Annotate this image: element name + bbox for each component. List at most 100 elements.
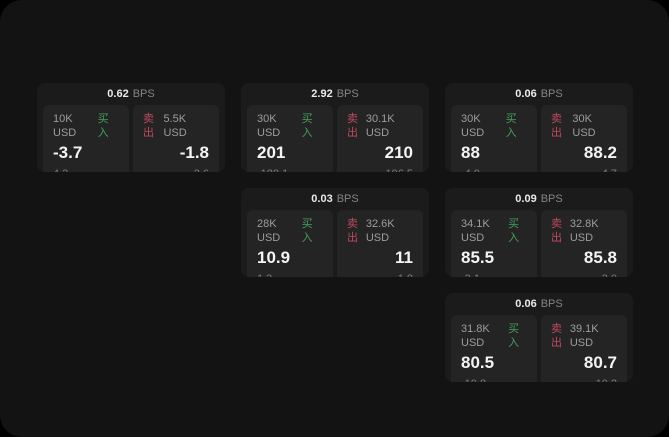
sell-notional: 32.8K USD [569, 218, 599, 244]
buy-delta: -188.1 [257, 168, 323, 172]
bps-value: 2.92 [311, 88, 333, 100]
buy-panel[interactable]: 30K USD 买入 201 -188.1 [247, 105, 333, 172]
buy-panel[interactable]: 28K USD 买入 10.9 1.3 [247, 210, 333, 277]
buy-price: 10.9 [257, 248, 291, 267]
buy-notional: 30K USD [257, 113, 281, 139]
buy-panel[interactable]: 34.1K USD 买入 85.5 -3.1 [451, 210, 537, 277]
bps-unit: BPS [540, 193, 563, 205]
quote-panels: 10K USD 买入 -3.7 4.3 卖出 5.5K USD -1.8 -2.… [37, 105, 225, 172]
sell-price: 11 [395, 248, 413, 267]
card-header: 0.09 BPS [445, 188, 633, 210]
buy-delta: 1.3 [257, 273, 323, 277]
sell-delta: 3.0 [551, 273, 617, 277]
buy-price: 201 [257, 143, 286, 162]
sell-panel-top: 卖出 30K USD [551, 112, 617, 140]
buy-price: 80.5 [461, 353, 495, 372]
sell-delta: 4.7 [551, 168, 617, 172]
buy-price: 85.5 [461, 248, 495, 267]
sell-delta: -1.8 [347, 273, 413, 277]
quote-card: 0.06 BPS 31.8K USD 买入 80.5 -10.8 卖出 39.1… [445, 293, 633, 382]
buy-panel-top: 28K USD 买入 [257, 217, 323, 245]
buy-panel-top: 31.8K USD 买入 [461, 322, 527, 350]
buy-label: 买入 [508, 323, 520, 349]
sell-price: 210 [384, 143, 413, 162]
buy-label: 买入 [301, 218, 313, 244]
sell-label: 卖出 [143, 113, 154, 139]
buy-panel[interactable]: 31.8K USD 买入 80.5 -10.8 [451, 315, 537, 382]
buy-panel[interactable]: 30K USD 买入 88 -4.9 [451, 105, 537, 172]
quote-card: 0.09 BPS 34.1K USD 买入 85.5 -3.1 卖出 32.8K… [445, 188, 633, 277]
buy-notional: 31.8K USD [461, 323, 490, 349]
sell-label: 卖出 [347, 113, 358, 139]
buy-notional: 28K USD [257, 218, 281, 244]
sell-notional: 39.1K USD [569, 323, 599, 349]
sell-panel[interactable]: 卖出 5.5K USD -1.8 -2.6 [133, 105, 219, 172]
sell-panel[interactable]: 卖出 32.6K USD 11 -1.8 [337, 210, 423, 277]
quote-card: 0.06 BPS 30K USD 买入 88 -4.9 卖出 30K USD 8… [445, 83, 633, 172]
buy-delta: 4.3 [53, 168, 119, 172]
sell-price: 85.8 [583, 248, 617, 267]
quote-panels: 34.1K USD 买入 85.5 -3.1 卖出 32.8K USD 85.8… [445, 210, 633, 277]
buy-label: 买入 [301, 113, 313, 139]
sell-price: -1.8 [179, 143, 209, 162]
sell-panel[interactable]: 卖出 30K USD 88.2 4.7 [541, 105, 627, 172]
sell-delta: 10.2 [551, 378, 617, 382]
buy-notional: 10K USD [53, 113, 77, 139]
card-header: 0.03 BPS [241, 188, 429, 210]
sell-notional: 30.1K USD [365, 113, 395, 139]
bps-unit: BPS [336, 193, 359, 205]
sell-panel-top: 卖出 32.8K USD [551, 217, 617, 245]
buy-panel[interactable]: 10K USD 买入 -3.7 4.3 [43, 105, 129, 172]
buy-delta: -10.8 [461, 378, 527, 382]
sell-label: 卖出 [347, 218, 358, 244]
card-header: 0.06 BPS [445, 83, 633, 105]
bps-unit: BPS [132, 88, 155, 100]
buy-label: 买入 [505, 113, 517, 139]
sell-panel-top: 卖出 30.1K USD [347, 112, 413, 140]
sell-panel[interactable]: 卖出 39.1K USD 80.7 10.2 [541, 315, 627, 382]
quote-card: 0.62 BPS 10K USD 买入 -3.7 4.3 卖出 5.5K USD… [37, 83, 225, 172]
card-header: 2.92 BPS [241, 83, 429, 105]
buy-label: 买入 [508, 218, 520, 244]
sell-panel-top: 卖出 32.6K USD [347, 217, 413, 245]
bps-value: 0.03 [311, 193, 333, 205]
bps-value: 0.09 [515, 193, 537, 205]
sell-label: 卖出 [551, 218, 562, 244]
sell-price: 80.7 [583, 353, 617, 372]
quote-panels: 28K USD 买入 10.9 1.3 卖出 32.6K USD 11 -1.8 [241, 210, 429, 277]
sell-delta: -2.6 [143, 168, 209, 172]
quote-panels: 31.8K USD 买入 80.5 -10.8 卖出 39.1K USD 80.… [445, 315, 633, 382]
quote-card: 0.03 BPS 28K USD 买入 10.9 1.3 卖出 32.6K US… [241, 188, 429, 277]
buy-price: -3.7 [53, 143, 83, 162]
quote-panels: 30K USD 买入 88 -4.9 卖出 30K USD 88.2 4.7 [445, 105, 633, 172]
buy-delta: -4.9 [461, 168, 527, 172]
sell-notional: 32.6K USD [365, 218, 395, 244]
buy-notional: 34.1K USD [461, 218, 490, 244]
quote-card: 2.92 BPS 30K USD 买入 201 -188.1 卖出 30.1K … [241, 83, 429, 172]
buy-panel-top: 30K USD 买入 [257, 112, 323, 140]
bps-value: 0.06 [515, 298, 537, 310]
sell-panel[interactable]: 卖出 30.1K USD 210 196.5 [337, 105, 423, 172]
buy-panel-top: 30K USD 买入 [461, 112, 527, 140]
cards-grid: 0.62 BPS 10K USD 买入 -3.7 4.3 卖出 5.5K USD… [37, 83, 633, 382]
buy-delta: -3.1 [461, 273, 527, 277]
buy-label: 买入 [97, 113, 109, 139]
quote-panels: 30K USD 买入 201 -188.1 卖出 30.1K USD 210 1… [241, 105, 429, 172]
sell-panel-top: 卖出 39.1K USD [551, 322, 617, 350]
buy-notional: 30K USD [461, 113, 485, 139]
bps-unit: BPS [336, 88, 359, 100]
sell-notional: 5.5K USD [163, 113, 187, 139]
sell-label: 卖出 [551, 113, 562, 139]
sell-panel[interactable]: 卖出 32.8K USD 85.8 3.0 [541, 210, 627, 277]
bps-unit: BPS [540, 298, 563, 310]
bps-unit: BPS [540, 88, 563, 100]
bps-value: 0.06 [515, 88, 537, 100]
sell-notional: 30K USD [572, 113, 596, 139]
card-header: 0.62 BPS [37, 83, 225, 105]
sell-panel-top: 卖出 5.5K USD [143, 112, 209, 140]
sell-price: 88.2 [583, 143, 617, 162]
buy-price: 88 [461, 143, 480, 162]
card-header: 0.06 BPS [445, 293, 633, 315]
sell-label: 卖出 [551, 323, 562, 349]
